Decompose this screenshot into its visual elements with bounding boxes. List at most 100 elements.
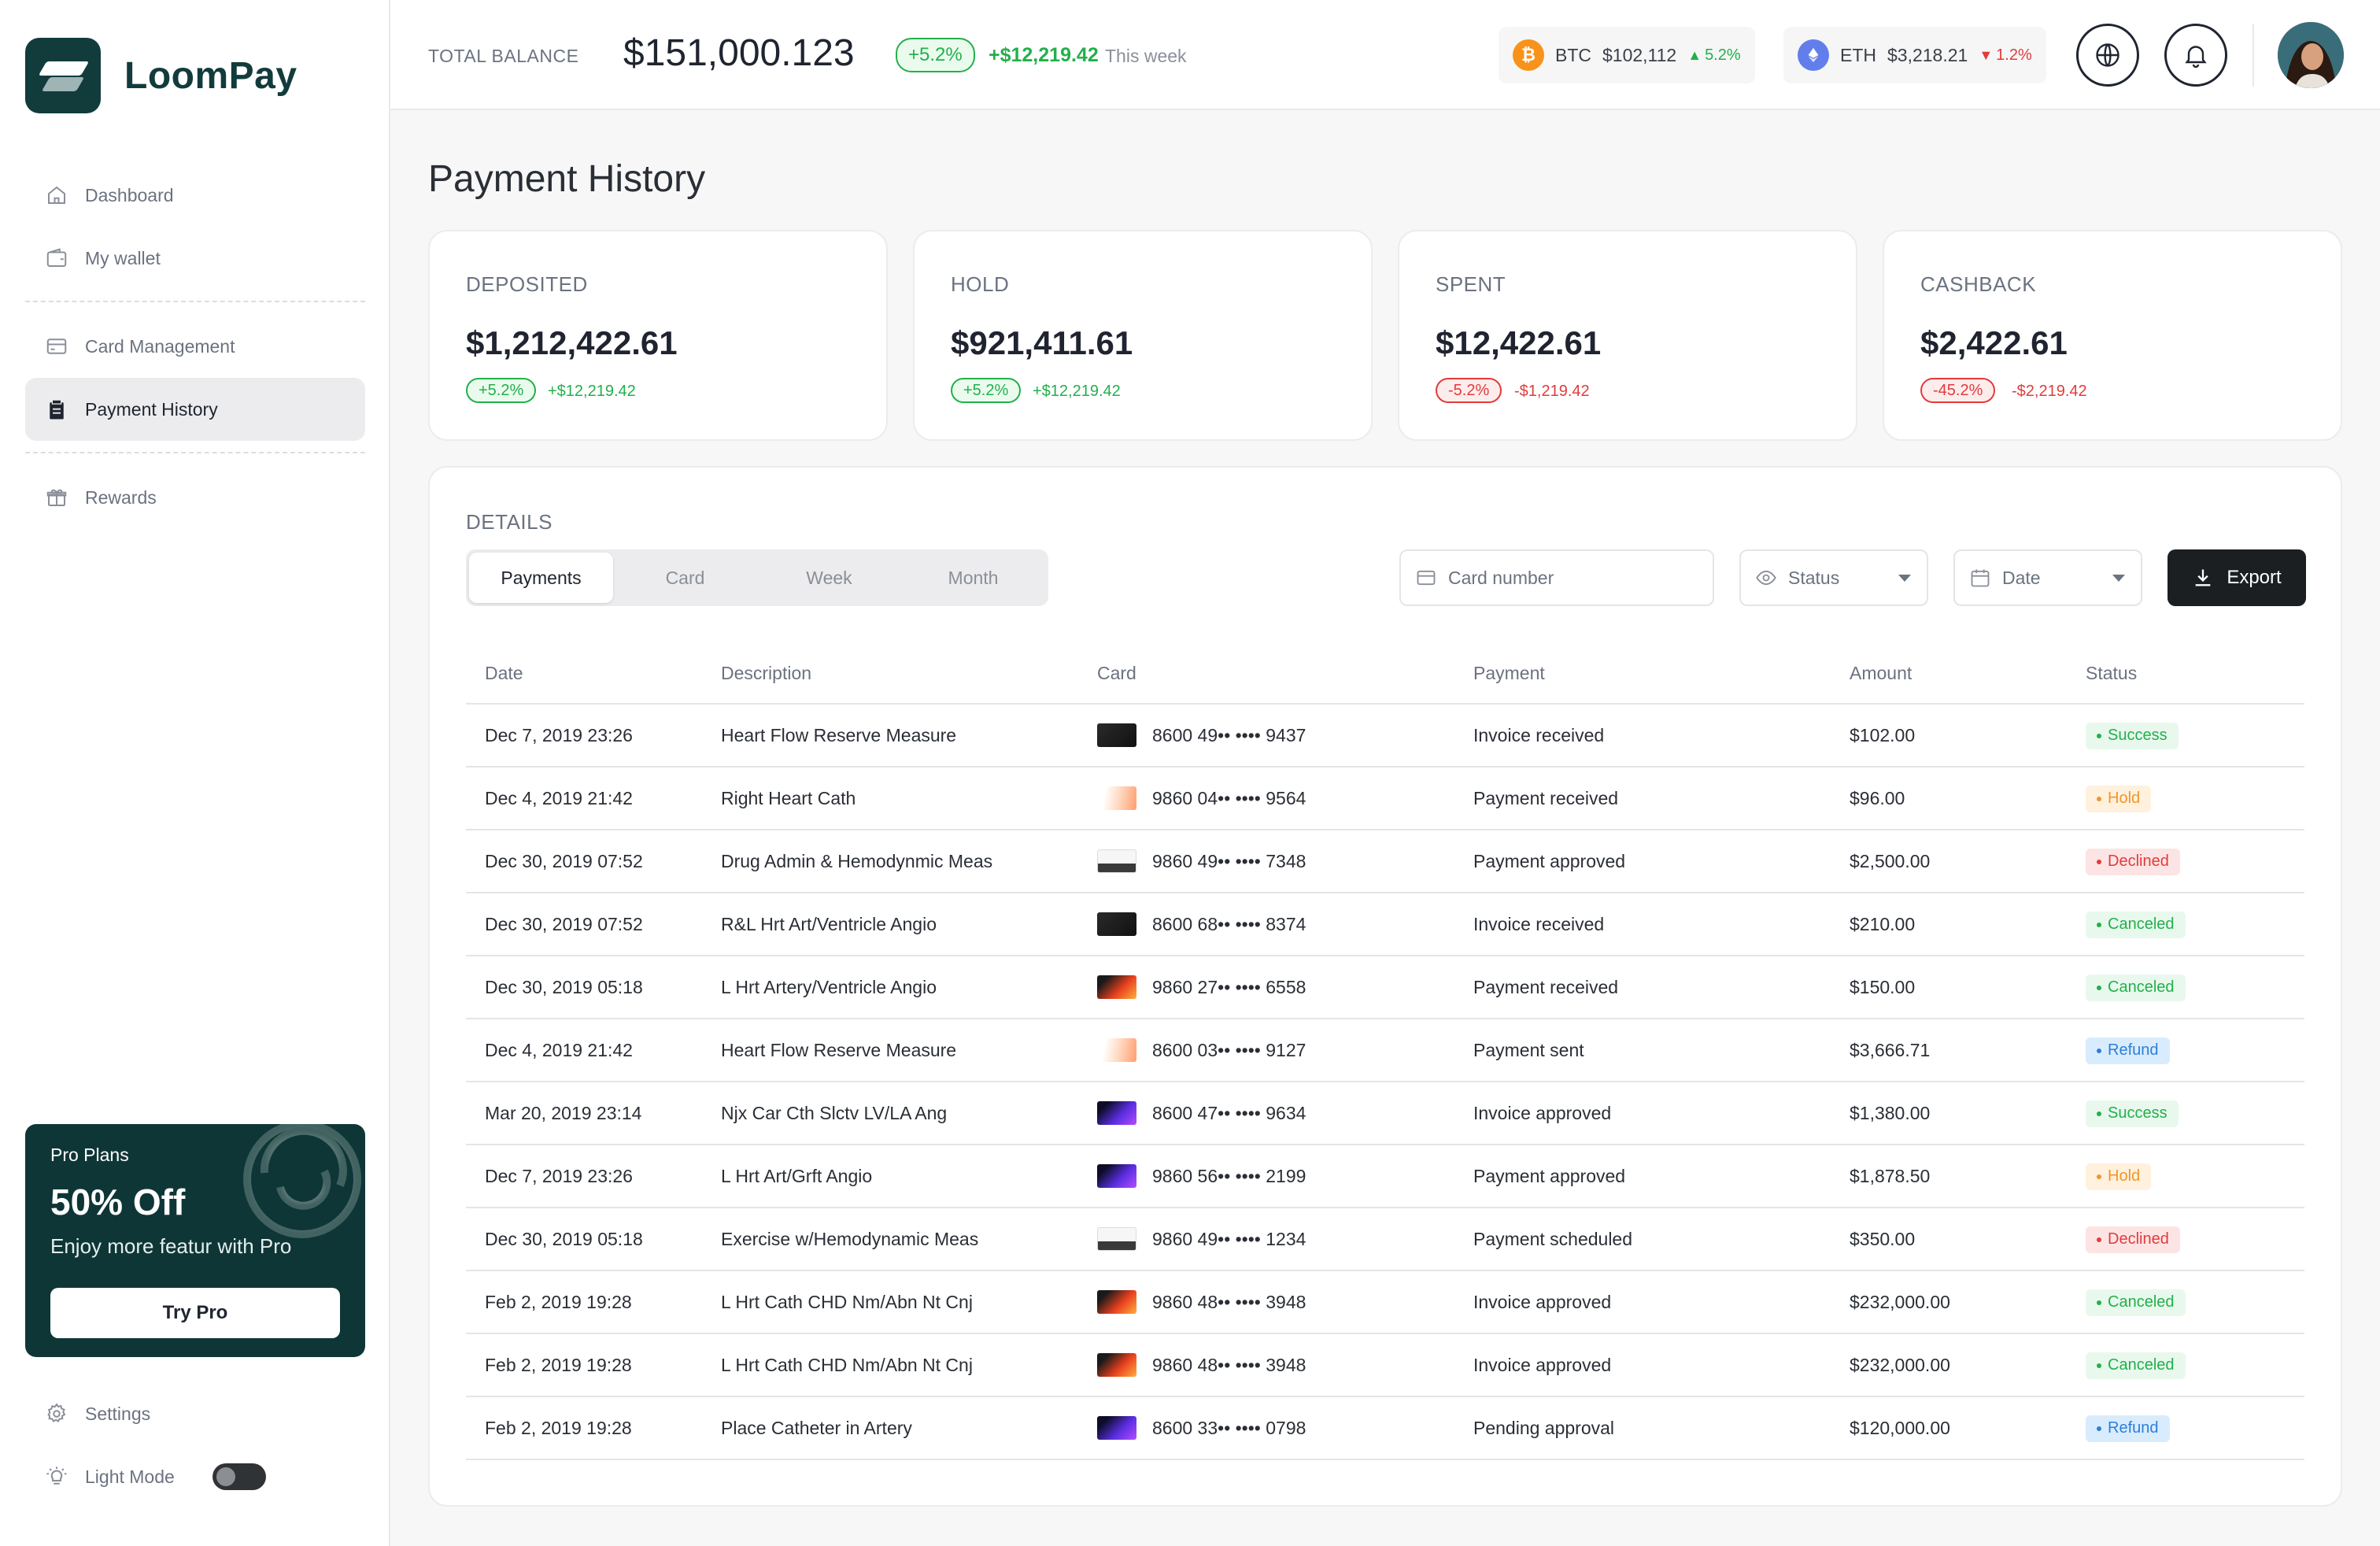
row-description: R&L Hrt Art/Ventricle Angio bbox=[702, 893, 1078, 956]
promo-eyebrow: Pro Plans bbox=[50, 1145, 129, 1165]
table-row[interactable]: Dec 7, 2019 23:26 L Hrt Art/Grft Angio 986… bbox=[466, 1145, 2304, 1208]
status-select-value: Status bbox=[1788, 567, 1840, 588]
balance-change-pill: +5.2% bbox=[896, 38, 975, 72]
row-card: 8600 47•• •••• 9634 bbox=[1078, 1082, 1454, 1145]
date-select[interactable]: Date bbox=[1953, 549, 2142, 606]
light-mode-toggle[interactable] bbox=[213, 1463, 266, 1490]
card-number-field[interactable] bbox=[1399, 549, 1714, 606]
page-title: Payment History bbox=[428, 158, 706, 200]
row-payment: Invoice received bbox=[1454, 893, 1831, 956]
brand[interactable]: LoomPay bbox=[25, 38, 298, 113]
export-button[interactable]: Export bbox=[2168, 549, 2306, 606]
table-row[interactable]: Feb 2, 2019 19:28 Place Catheter in Arter… bbox=[466, 1396, 2304, 1460]
payments-table-body: Dec 7, 2019 23:26 Heart Flow Reserve Meas… bbox=[466, 704, 2304, 1460]
avatar[interactable] bbox=[2278, 22, 2344, 88]
status-badge-label: Hold bbox=[2108, 1167, 2141, 1185]
card-cell: 8600 03•• •••• 9127 bbox=[1097, 1038, 1454, 1062]
row-status: Canceled bbox=[2067, 1270, 2304, 1334]
table-row[interactable]: Mar 20, 2019 23:14 Njx Car Cth Slctv LV/L… bbox=[466, 1082, 2304, 1145]
card-number: 9860 49•• •••• 1234 bbox=[1152, 1228, 1306, 1249]
row-card: 8600 49•• •••• 9437 bbox=[1078, 704, 1454, 767]
decorative-swirl-icon bbox=[243, 1124, 362, 1238]
row-status: Hold bbox=[2067, 767, 2304, 830]
gift-icon bbox=[44, 485, 69, 510]
column-header-card[interactable]: Card bbox=[1078, 644, 1454, 705]
status-badge: Canceled bbox=[2086, 911, 2186, 938]
coin-symbol: BTC bbox=[1555, 44, 1591, 65]
sidebar-item-payment-history[interactable]: Payment History bbox=[25, 378, 365, 441]
column-header-description[interactable]: Description bbox=[702, 644, 1078, 705]
table-row[interactable]: Feb 2, 2019 19:28 L Hrt Cath CHD Nm/Abn N… bbox=[466, 1333, 2304, 1397]
sidebar-item-card-management[interactable]: Card Management bbox=[25, 315, 365, 378]
table-row[interactable]: Dec 7, 2019 23:26 Heart Flow Reserve Meas… bbox=[466, 704, 2304, 767]
sidebar-item-label: Settings bbox=[85, 1403, 151, 1424]
row-amount: $102.00 bbox=[1831, 704, 2067, 767]
tab-card[interactable]: Card bbox=[665, 567, 705, 588]
eth-ticker[interactable]: ETH $3,218.21 ▼ 1.2% bbox=[1783, 27, 2046, 83]
top-bar: TOTAL BALANCE $151,000.123 +5.2% +$12,21… bbox=[390, 0, 2380, 110]
status-select[interactable]: Status bbox=[1739, 549, 1928, 606]
stat-change-pill: +5.2% bbox=[951, 378, 1022, 403]
card-thumbnail-icon bbox=[1097, 1353, 1136, 1377]
card-thumbnail-icon bbox=[1097, 1227, 1136, 1251]
card-number-input[interactable] bbox=[1448, 567, 1684, 589]
row-amount: $2,500.00 bbox=[1831, 830, 2067, 893]
table-row[interactable]: Dec 4, 2019 21:42 Heart Flow Reserve Meas… bbox=[466, 1019, 2304, 1082]
card-cell: 9860 48•• •••• 3948 bbox=[1097, 1353, 1454, 1377]
topbar-divider bbox=[2252, 24, 2254, 87]
total-balance-label: TOTAL BALANCE bbox=[428, 46, 579, 66]
tab-month[interactable]: Month bbox=[948, 567, 999, 588]
status-badge-label: Canceled bbox=[2108, 1356, 2175, 1374]
btc-ticker[interactable]: ₿ BTC $102,112 ▲ 5.2% bbox=[1499, 27, 1755, 83]
arrow-up-icon: ▲ bbox=[1687, 46, 1702, 63]
stat-value: $12,422.61 bbox=[1436, 324, 1602, 361]
language-button[interactable] bbox=[2076, 24, 2139, 87]
column-header-date[interactable]: Date bbox=[466, 644, 702, 705]
row-card: 9860 48•• •••• 3948 bbox=[1078, 1333, 1454, 1397]
status-dot-icon bbox=[2097, 859, 2101, 864]
sidebar-item-settings[interactable]: Settings bbox=[25, 1382, 365, 1445]
details-panel: DETAILS Payments Card Week Month Status … bbox=[428, 466, 2342, 1507]
card-cell: 8600 68•• •••• 8374 bbox=[1097, 912, 1454, 936]
sidebar-item-my-wallet[interactable]: My wallet bbox=[25, 227, 365, 290]
row-amount: $350.00 bbox=[1831, 1208, 2067, 1271]
row-payment: Payment received bbox=[1454, 767, 1831, 830]
table-row[interactable]: Dec 30, 2019 05:18 Exercise w/Hemodynamic… bbox=[466, 1208, 2304, 1271]
row-description: Njx Car Cth Slctv LV/LA Ang bbox=[702, 1082, 1078, 1145]
row-card: 8600 33•• •••• 0798 bbox=[1078, 1396, 1454, 1460]
sidebar-item-dashboard[interactable]: Dashboard bbox=[25, 164, 365, 227]
status-badge-label: Success bbox=[2108, 727, 2168, 744]
table-row[interactable]: Feb 2, 2019 19:28 L Hrt Cath CHD Nm/Abn N… bbox=[466, 1270, 2304, 1334]
try-pro-button[interactable]: Try Pro bbox=[50, 1288, 340, 1338]
table-row[interactable]: Dec 30, 2019 07:52 Drug Admin & Hemodynmi… bbox=[466, 830, 2304, 893]
row-payment: Payment approved bbox=[1454, 830, 1831, 893]
row-status: Refund bbox=[2067, 1396, 2304, 1460]
status-dot-icon bbox=[2097, 733, 2101, 738]
status-badge: Hold bbox=[2086, 785, 2152, 812]
card-thumbnail-icon bbox=[1097, 1416, 1136, 1440]
notifications-button[interactable] bbox=[2164, 24, 2227, 87]
table-row[interactable]: Dec 4, 2019 21:42 Right Heart Cath 9860 04… bbox=[466, 767, 2304, 830]
sidebar-item-rewards[interactable]: Rewards bbox=[25, 466, 365, 529]
stat-card-cashback: CASHBACK $2,422.61 -45.2% -$2,219.42 bbox=[1883, 230, 2342, 441]
card-number: 9860 48•• •••• 3948 bbox=[1152, 1291, 1306, 1312]
column-header-payment[interactable]: Payment bbox=[1454, 644, 1831, 705]
column-header-amount[interactable]: Amount bbox=[1831, 644, 2067, 705]
status-badge: Declined bbox=[2086, 848, 2180, 875]
row-description: Exercise w/Hemodynamic Meas bbox=[702, 1208, 1078, 1271]
row-card: 9860 56•• •••• 2199 bbox=[1078, 1145, 1454, 1208]
row-payment: Invoice approved bbox=[1454, 1333, 1831, 1397]
arrow-down-icon: ▼ bbox=[1979, 46, 1994, 63]
card-cell: 8600 33•• •••• 0798 bbox=[1097, 1416, 1454, 1440]
stat-value: $1,212,422.61 bbox=[466, 324, 678, 361]
tab-week[interactable]: Week bbox=[806, 567, 852, 588]
table-row[interactable]: Dec 30, 2019 05:18 L Hrt Artery/Ventricle… bbox=[466, 956, 2304, 1019]
card-icon bbox=[44, 334, 69, 359]
table-row[interactable]: Dec 30, 2019 07:52 R&L Hrt Art/Ventricle … bbox=[466, 893, 2304, 956]
tab-payments[interactable]: Payments bbox=[469, 553, 613, 603]
status-badge-label: Success bbox=[2108, 1104, 2168, 1122]
coin-change: 5.2% bbox=[1705, 46, 1741, 64]
row-status: Declined bbox=[2067, 1208, 2304, 1271]
status-badge: Canceled bbox=[2086, 1289, 2186, 1316]
column-header-status[interactable]: Status bbox=[2067, 644, 2304, 705]
